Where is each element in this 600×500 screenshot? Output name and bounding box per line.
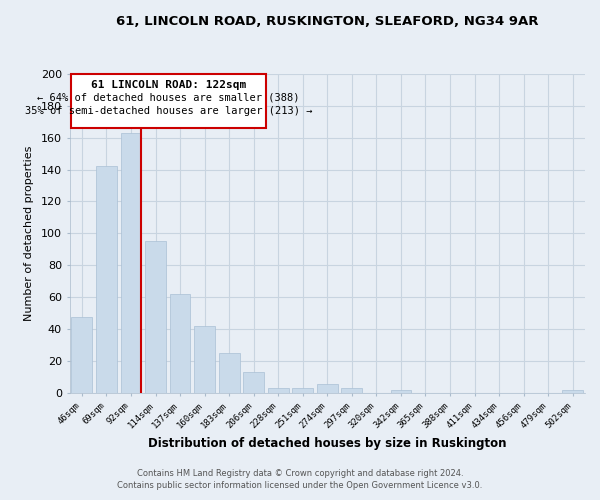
Bar	[341, 388, 362, 393]
Bar	[121, 132, 142, 393]
FancyBboxPatch shape	[71, 74, 266, 128]
Bar	[170, 294, 190, 393]
Text: 61 LINCOLN ROAD: 122sqm: 61 LINCOLN ROAD: 122sqm	[91, 80, 246, 90]
Bar	[391, 390, 412, 393]
Bar	[96, 166, 117, 393]
Bar	[268, 388, 289, 393]
Bar	[219, 354, 239, 393]
Text: 35% of semi-detached houses are larger (213) →: 35% of semi-detached houses are larger (…	[25, 106, 312, 116]
Bar	[243, 372, 264, 393]
Bar	[292, 388, 313, 393]
Bar	[562, 390, 583, 393]
Title: 61, LINCOLN ROAD, RUSKINGTON, SLEAFORD, NG34 9AR: 61, LINCOLN ROAD, RUSKINGTON, SLEAFORD, …	[116, 15, 539, 28]
Bar	[145, 242, 166, 393]
Bar	[71, 316, 92, 393]
Y-axis label: Number of detached properties: Number of detached properties	[24, 146, 34, 321]
Bar	[194, 326, 215, 393]
Text: Contains HM Land Registry data © Crown copyright and database right 2024.
Contai: Contains HM Land Registry data © Crown c…	[118, 468, 482, 490]
X-axis label: Distribution of detached houses by size in Ruskington: Distribution of detached houses by size …	[148, 437, 506, 450]
Text: ← 64% of detached houses are smaller (388): ← 64% of detached houses are smaller (38…	[37, 93, 299, 103]
Bar	[317, 384, 338, 393]
